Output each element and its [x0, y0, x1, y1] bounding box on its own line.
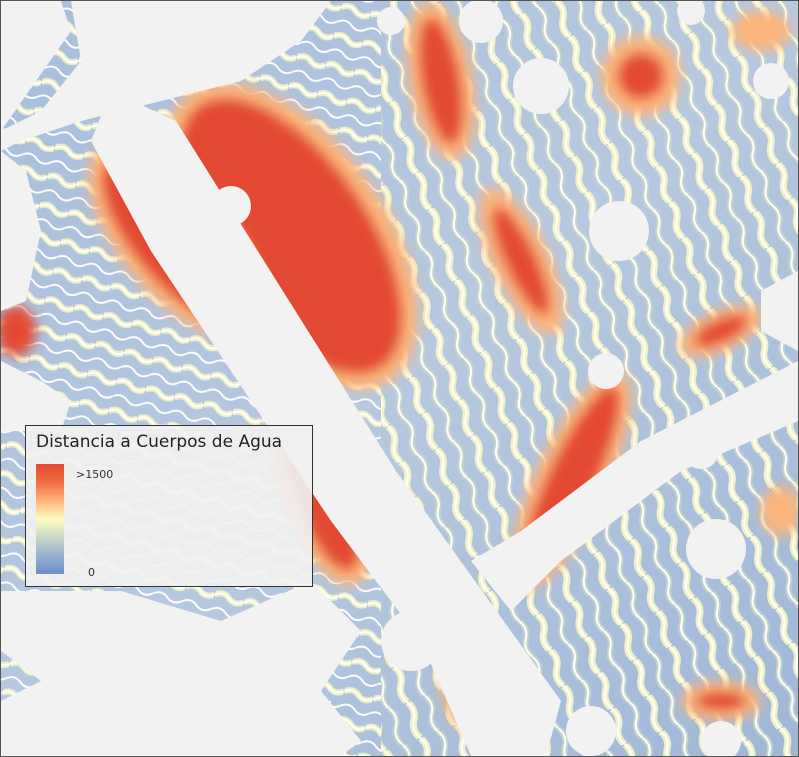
legend-title: Distancia a Cuerpos de Agua [36, 432, 283, 452]
map-legend: Distancia a Cuerpos de Agua >1500 0 [25, 425, 313, 587]
legend-max-label: >1500 [76, 468, 114, 481]
legend-color-ramp [36, 464, 64, 574]
legend-min-label: 0 [88, 566, 95, 579]
